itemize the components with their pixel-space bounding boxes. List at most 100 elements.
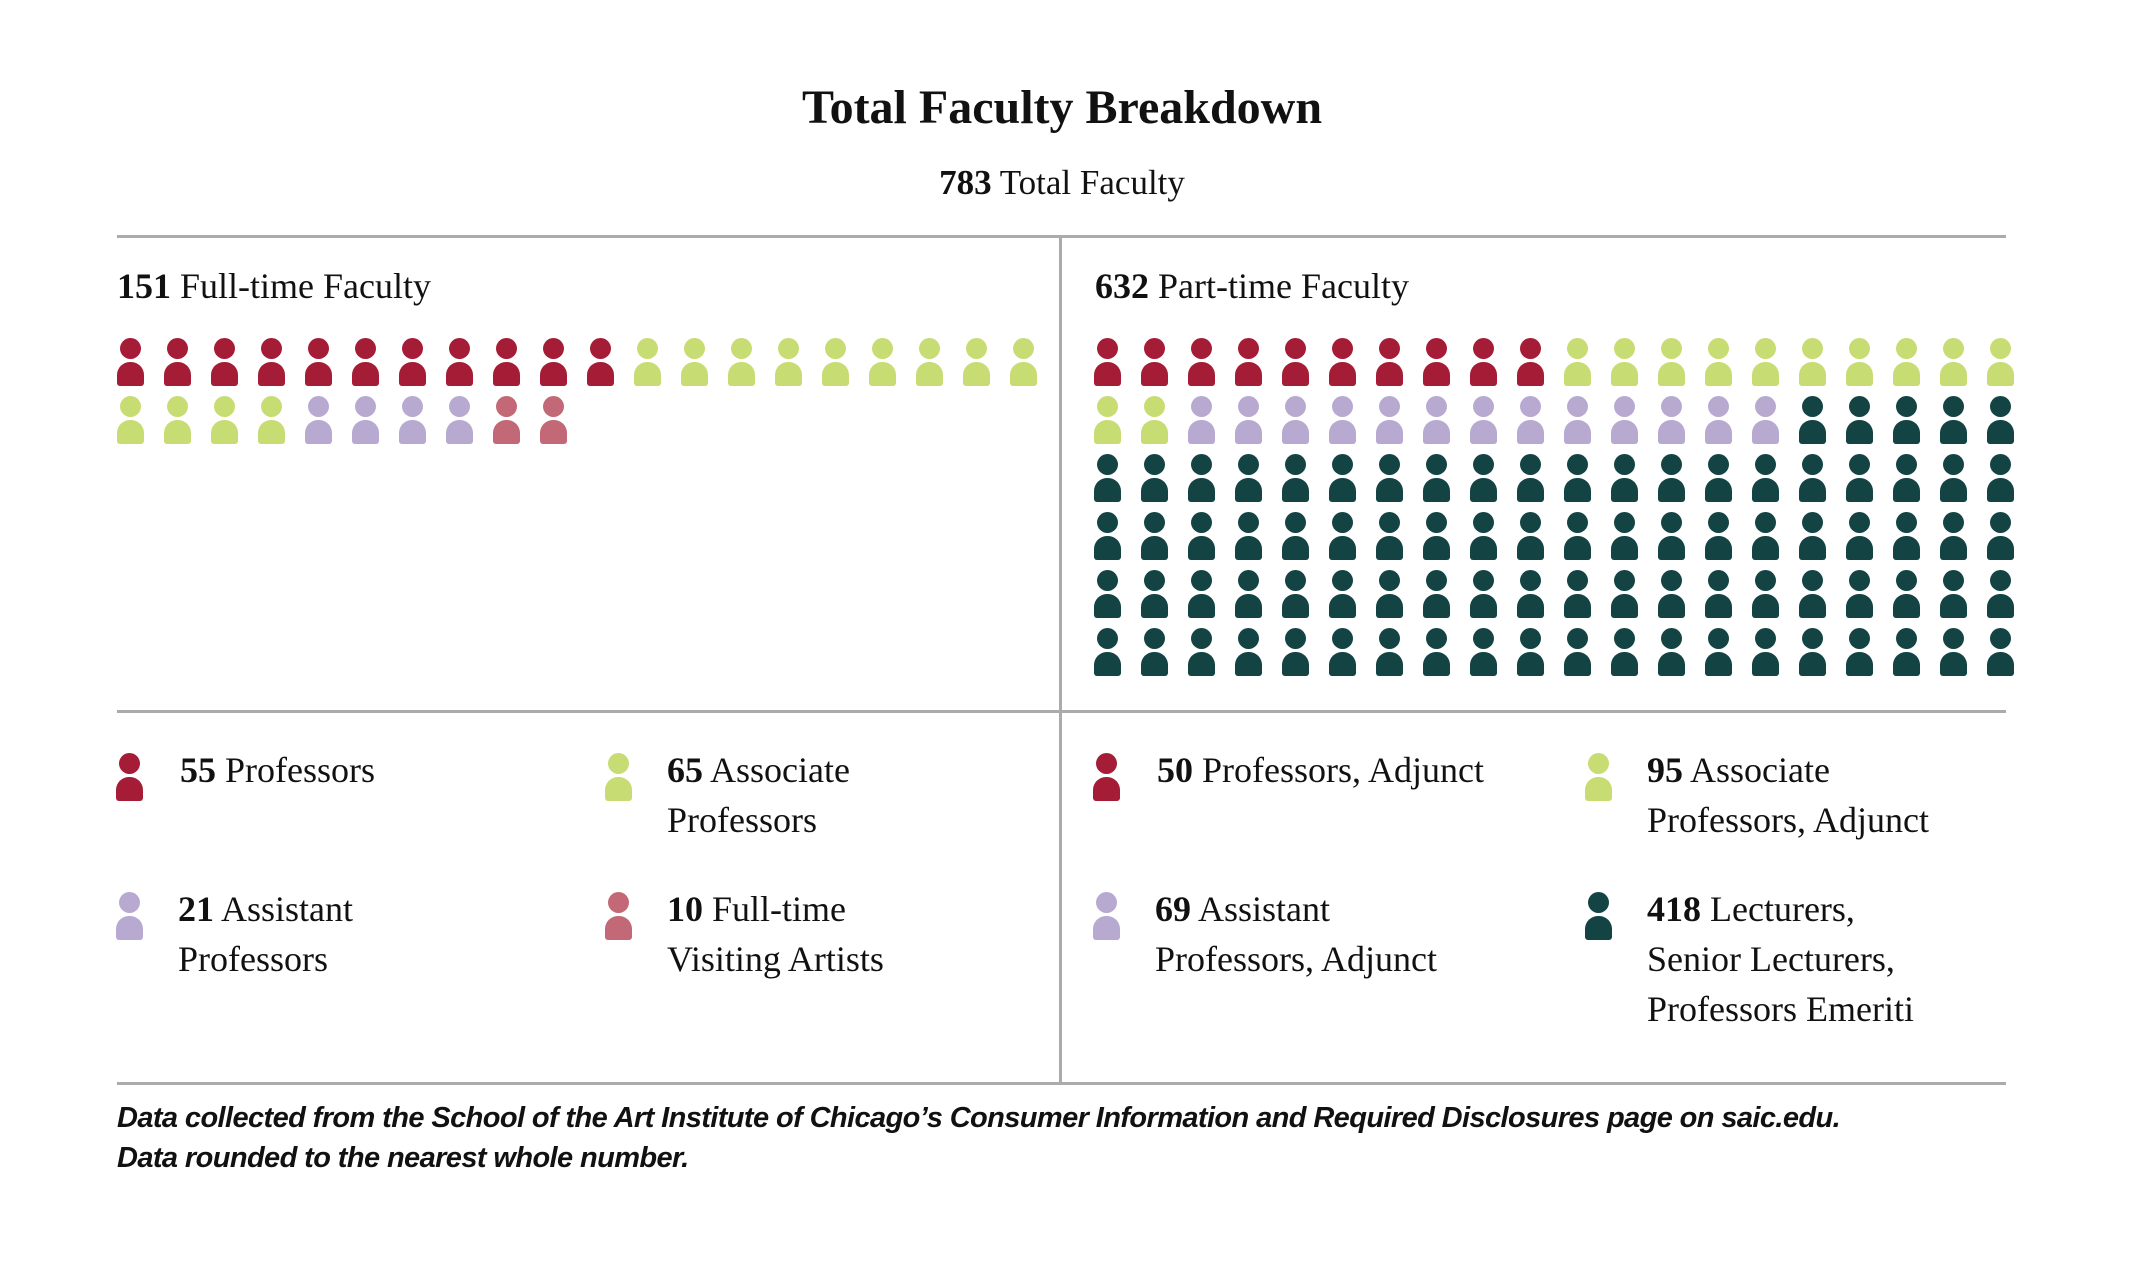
person-icon bbox=[605, 753, 632, 801]
person-icon-lecturer bbox=[1329, 628, 1356, 676]
legend-label: Senior Lecturers, bbox=[1647, 939, 1895, 979]
total-label: Total Faculty bbox=[999, 163, 1185, 202]
person-icon bbox=[605, 892, 632, 940]
person-icon-lecturer bbox=[1893, 570, 1920, 618]
person-icon-lecturer bbox=[1517, 512, 1544, 560]
person-icon-associate bbox=[916, 338, 943, 386]
middle-divider bbox=[117, 710, 2006, 713]
person-icon-associate bbox=[1846, 338, 1873, 386]
person-icon-lecturer bbox=[1893, 396, 1920, 444]
person-icon-professor bbox=[305, 338, 332, 386]
person-icon-associate bbox=[1893, 338, 1920, 386]
person-icon-associate bbox=[1010, 338, 1037, 386]
person-icon-lecturer bbox=[1987, 628, 2014, 676]
person-icon-lecturer bbox=[1235, 454, 1262, 502]
total-count: 783 bbox=[939, 163, 992, 202]
person-icon-lecturer bbox=[1611, 454, 1638, 502]
person-icon-lecturer bbox=[1235, 570, 1262, 618]
person-icon-assistant bbox=[1517, 396, 1544, 444]
person-icon-lecturer bbox=[1329, 454, 1356, 502]
person-icon-professor bbox=[587, 338, 614, 386]
person-icon-lecturer bbox=[1705, 454, 1732, 502]
legend-label: Professors bbox=[667, 800, 817, 840]
person-icon bbox=[1585, 753, 1612, 801]
legend-label: Associate bbox=[710, 750, 850, 790]
person-icon bbox=[1585, 892, 1612, 940]
person-icon-lecturer bbox=[1846, 628, 1873, 676]
person-icon-associate bbox=[1987, 338, 2014, 386]
person-icon-lecturer bbox=[1752, 570, 1779, 618]
person-icon-associate bbox=[963, 338, 990, 386]
person-icon-associate bbox=[1658, 338, 1685, 386]
person-icon-professor bbox=[258, 338, 285, 386]
person-icon-assistant bbox=[1188, 396, 1215, 444]
person-icon-associate bbox=[1094, 396, 1121, 444]
source-note-line-1: Data collected from the School of the Ar… bbox=[117, 1102, 1841, 1134]
person-icon-associate bbox=[1564, 338, 1591, 386]
person-icon-professor bbox=[493, 338, 520, 386]
person-icon-professor bbox=[117, 338, 144, 386]
person-icon-lecturer bbox=[1376, 628, 1403, 676]
person-icon-associate bbox=[681, 338, 708, 386]
person-icon-assistant bbox=[1705, 396, 1732, 444]
source-note-line-2: Data rounded to the nearest whole number… bbox=[117, 1142, 689, 1174]
person-icon-lecturer bbox=[1705, 570, 1732, 618]
person-icon-lecturer bbox=[1094, 454, 1121, 502]
person-icon-professor bbox=[1282, 338, 1309, 386]
person-icon-lecturer bbox=[1705, 628, 1732, 676]
person-icon-associate bbox=[164, 396, 191, 444]
person-icon-assistant bbox=[446, 396, 473, 444]
person-icon-lecturer bbox=[1987, 454, 2014, 502]
person-icon-associate bbox=[1611, 338, 1638, 386]
person-icon-lecturer bbox=[1987, 512, 2014, 560]
person-icon-lecturer bbox=[1094, 570, 1121, 618]
person-icon-professor bbox=[1235, 338, 1262, 386]
legend-count: 418 bbox=[1647, 889, 1701, 929]
person-icon-lecturer bbox=[1987, 396, 2014, 444]
person-icon-lecturer bbox=[1564, 628, 1591, 676]
person-icon-assistant bbox=[1282, 396, 1309, 444]
person-icon-lecturer bbox=[1423, 628, 1450, 676]
person-icon-lecturer bbox=[1235, 628, 1262, 676]
person-icon-lecturer bbox=[1329, 570, 1356, 618]
person-icon-lecturer bbox=[1235, 512, 1262, 560]
legend-count: 50 bbox=[1157, 750, 1193, 790]
person-icon-lecturer bbox=[1940, 396, 1967, 444]
person-icon-lecturer bbox=[1799, 570, 1826, 618]
person-icon-assistant bbox=[1611, 396, 1638, 444]
person-icon-professor bbox=[1376, 338, 1403, 386]
person-icon-lecturer bbox=[1611, 570, 1638, 618]
legend-count: 65 bbox=[667, 750, 703, 790]
legend-label: Professors, Adjunct bbox=[1202, 750, 1484, 790]
part-time-label-text: Part-time Faculty bbox=[1158, 266, 1409, 306]
person-icon-lecturer bbox=[1564, 454, 1591, 502]
person-icon-professor bbox=[446, 338, 473, 386]
person-icon-lecturer bbox=[1423, 512, 1450, 560]
person-icon-lecturer bbox=[1611, 628, 1638, 676]
person-icon-assistant bbox=[352, 396, 379, 444]
person-icon-professor bbox=[540, 338, 567, 386]
footer-divider bbox=[117, 1082, 2006, 1085]
legend-label: Assistant bbox=[221, 889, 354, 929]
person-icon-assistant bbox=[1564, 396, 1591, 444]
person-icon-assistant bbox=[1470, 396, 1497, 444]
person-icon-lecturer bbox=[1470, 454, 1497, 502]
person-icon bbox=[1093, 892, 1120, 940]
person-icon-assistant bbox=[1329, 396, 1356, 444]
person-icon-lecturer bbox=[1141, 570, 1168, 618]
legend-label: Visiting Artists bbox=[667, 939, 884, 979]
person-icon-associate bbox=[211, 396, 238, 444]
person-icon bbox=[116, 892, 143, 940]
chart-title: Total Faculty Breakdown bbox=[801, 81, 1323, 134]
person-icon-lecturer bbox=[1564, 570, 1591, 618]
person-icon-assistant bbox=[399, 396, 426, 444]
person-icon-associate bbox=[1799, 338, 1826, 386]
person-icon-lecturer bbox=[1893, 512, 1920, 560]
person-icon-lecturer bbox=[1799, 628, 1826, 676]
person-icon-lecturer bbox=[1705, 512, 1732, 560]
person-icon-professor bbox=[1517, 338, 1544, 386]
center-divider bbox=[1059, 235, 1062, 1084]
person-icon-associate bbox=[775, 338, 802, 386]
person-icon-lecturer bbox=[1423, 570, 1450, 618]
person-icon-associate bbox=[728, 338, 755, 386]
